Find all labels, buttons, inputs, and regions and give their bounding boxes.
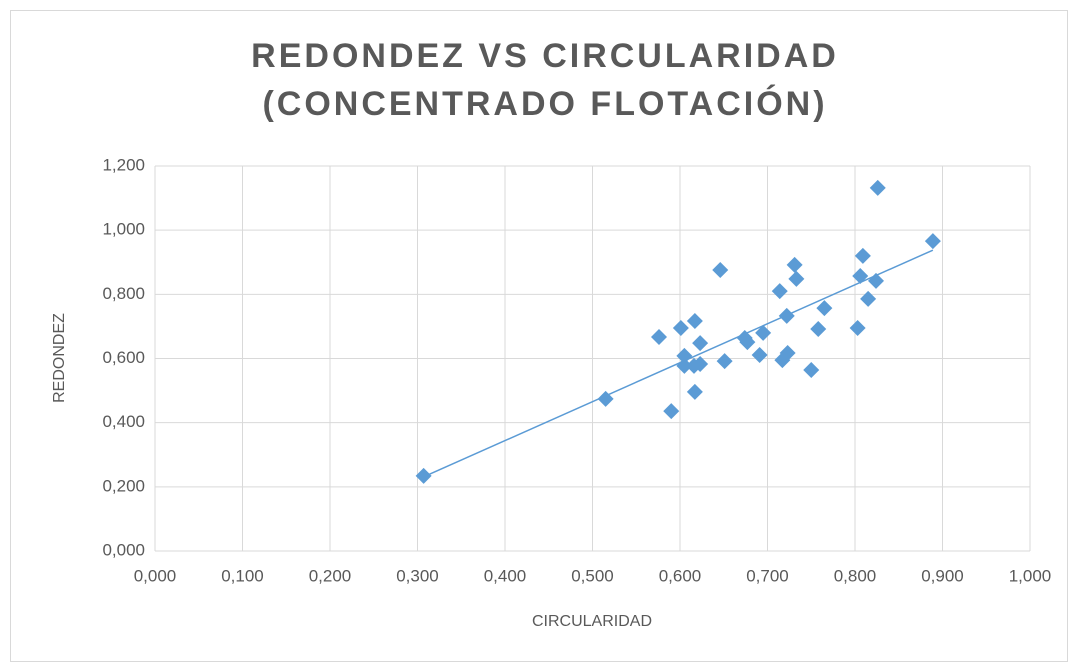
x-tick-label: 0,600 — [659, 566, 702, 585]
y-tick-label: 1,200 — [102, 155, 145, 174]
point — [771, 283, 788, 300]
y-tick-label: 0,800 — [102, 284, 145, 303]
x-tick-label: 0,000 — [134, 566, 177, 585]
point — [672, 320, 689, 337]
y-tick-label: 0,400 — [102, 412, 145, 431]
x-tick-label: 0,300 — [396, 566, 439, 585]
y-tick-label: 1,000 — [102, 220, 145, 239]
point — [597, 390, 614, 407]
trendline — [423, 249, 934, 478]
point — [924, 233, 941, 250]
point — [778, 307, 795, 324]
point — [686, 312, 703, 329]
chart-frame — [10, 10, 1068, 662]
point — [676, 357, 693, 374]
x-tick-label: 0,400 — [484, 566, 527, 585]
x-tick-label: 0,200 — [309, 566, 352, 585]
y-tick-label: 0,600 — [102, 348, 145, 367]
point — [663, 403, 680, 420]
point — [779, 345, 796, 362]
point — [803, 362, 820, 379]
point — [692, 355, 709, 372]
point — [739, 334, 756, 351]
point — [852, 268, 869, 285]
point — [755, 324, 772, 341]
point — [716, 353, 733, 370]
point — [788, 270, 805, 287]
point — [415, 467, 432, 484]
point — [849, 320, 866, 337]
point — [651, 329, 667, 346]
x-tick-label: 1,000 — [1009, 566, 1052, 585]
point — [692, 335, 709, 352]
point — [786, 256, 803, 273]
x-axis-title: CIRCULARIDAD — [532, 613, 652, 630]
point — [816, 300, 833, 317]
point — [810, 320, 827, 337]
x-tick-label: 0,500 — [571, 566, 614, 585]
x-tick-label: 0,800 — [834, 566, 877, 585]
point — [712, 261, 729, 278]
y-tick-label: 0,000 — [102, 540, 145, 559]
x-tick-label: 0,900 — [921, 566, 964, 585]
x-tick-label: 0,700 — [746, 566, 789, 585]
chart-title: REDONDEZ VS CIRCULARIDAD — [251, 37, 839, 75]
point — [860, 290, 877, 307]
point — [686, 383, 703, 400]
point — [751, 346, 768, 363]
y-axis-title: REDONDEZ — [51, 313, 68, 403]
chart-title: (CONCENTRADO FLOTACIÓN) — [262, 85, 827, 123]
y-tick-label: 0,200 — [102, 476, 145, 495]
point — [676, 347, 693, 364]
x-tick-label: 0,100 — [221, 566, 264, 585]
point — [868, 272, 884, 289]
point — [869, 179, 886, 196]
point — [854, 247, 871, 264]
